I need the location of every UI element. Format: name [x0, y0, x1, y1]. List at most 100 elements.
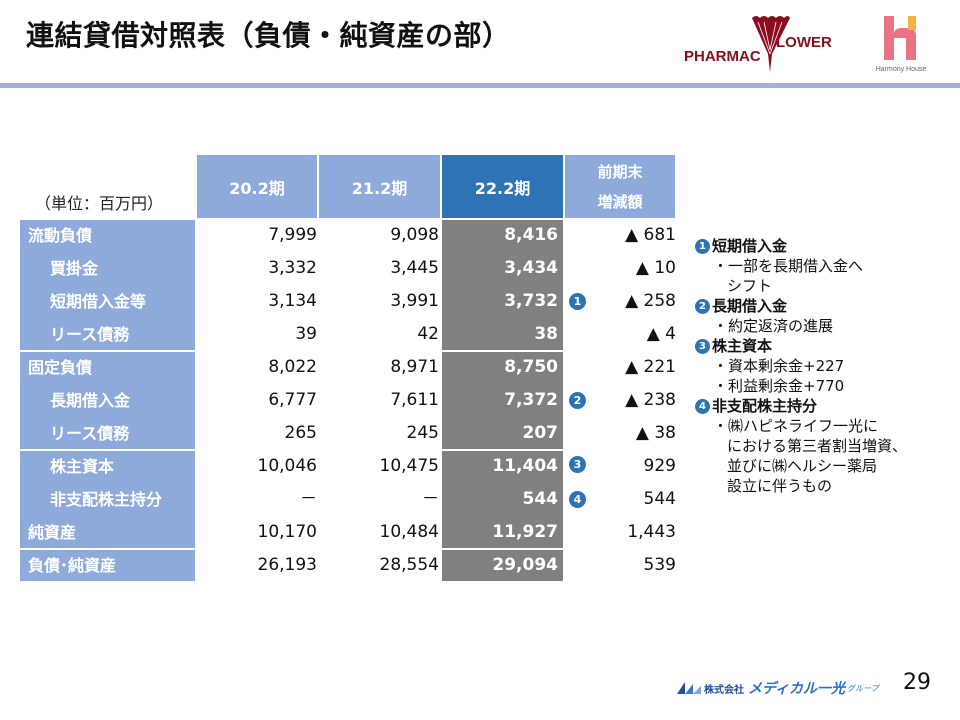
value-21-2: 9,098: [390, 225, 439, 245]
value-22-2: 3,434: [504, 258, 558, 278]
table-row-short-term-borrowings: 短期借入金等 3,134 3,991 3,732 1 ▲ 258: [20, 285, 680, 318]
column-header-change-line1: 前期末: [597, 162, 643, 181]
value-change: ▲ 681: [625, 225, 676, 245]
row-label: 負債･純資産: [28, 556, 117, 575]
value-change: ▲ 4: [646, 324, 676, 344]
label-group-net-assets: [20, 451, 195, 548]
company-prefix: 株式会社: [704, 684, 744, 696]
note-item: における第三者割当増資、: [727, 437, 908, 455]
company-mark-icon: [677, 682, 701, 694]
label-group-total: [20, 550, 195, 581]
value-change: 544: [643, 489, 676, 509]
footer-company-logo: 株式会社 メディカル一光 グループ: [677, 678, 879, 698]
page-title: 連結貸借対照表（負債・純資産の部）: [26, 19, 511, 52]
row-label: 買掛金: [50, 259, 99, 278]
harmony-h-icon: [884, 16, 916, 60]
table-row-long-term-borrowings: 長期借入金 6,777 7,611 7,372 2 ▲ 238: [20, 384, 680, 417]
note-badge-2-icon: 2: [569, 392, 586, 409]
value-21-2: 10,484: [379, 522, 439, 542]
flower-icon: [752, 16, 790, 72]
note-heading-text: 長期借入金: [712, 297, 788, 315]
value-21-2: 42: [417, 324, 439, 344]
highlight-group-current-liabilities: [442, 220, 563, 350]
note-heading-1: 1 短期借入金: [695, 236, 955, 256]
value-change: ▲ 10: [635, 258, 676, 278]
row-label: 純資産: [28, 523, 77, 542]
note-item: ・㈱ハピネライフ一光に: [713, 417, 879, 435]
row-label: 短期借入金等: [50, 292, 147, 311]
value-change: ▲ 38: [635, 423, 676, 443]
value-22-2: 544: [522, 489, 559, 509]
table-row-fixed-liabilities: 固定負債 8,022 8,971 8,750 ▲ 221: [20, 351, 680, 384]
value-22-2: 8,416: [504, 225, 558, 245]
table-row-shareholders-equity: 株主資本 10,046 10,475 11,404 3 929: [20, 450, 680, 483]
row-label: 固定負債: [28, 358, 93, 377]
highlight-group-total: [442, 550, 563, 581]
note-badge-4-icon: 4: [695, 398, 710, 414]
value-20-2: 265: [284, 423, 317, 443]
note-item: 設立に伴うもの: [727, 477, 833, 495]
value-22-2: 3,732: [504, 291, 558, 311]
note-heading-text: 株主資本: [712, 337, 773, 355]
column-header-22-2: 22.2期: [442, 155, 563, 218]
value-21-2: －: [422, 489, 439, 509]
note-badge-3-icon: 3: [695, 338, 710, 354]
value-change: ▲ 258: [625, 291, 676, 311]
value-21-2: 7,611: [390, 390, 439, 410]
harmony-house-text: Harmony House: [875, 66, 927, 73]
pharmac-text: PHARMAC: [684, 48, 761, 65]
value-change: 929: [643, 456, 676, 476]
value-22-2: 8,750: [504, 357, 558, 377]
table-row-non-controlling-interests: 非支配株主持分 － － 544 4 544: [20, 483, 680, 516]
group-suffix: グループ: [847, 683, 879, 693]
note-badge-1-icon: 1: [569, 293, 586, 310]
value-20-2: 10,170: [257, 522, 317, 542]
header-divider: [0, 83, 960, 88]
note-heading-4: 4 非支配株主持分: [695, 396, 955, 416]
note-item: ・一部を長期借入金へ: [713, 257, 864, 275]
harmony-house-logo: Harmony House: [868, 14, 948, 76]
company-name: メディカル一光: [748, 681, 846, 697]
column-header-20-2: 20.2期: [197, 155, 317, 218]
note-item: ・約定返済の進展: [713, 317, 834, 335]
row-label: 流動負債: [28, 226, 93, 245]
note-heading-2: 2 長期借入金: [695, 296, 955, 316]
highlight-group-net-assets: [442, 451, 563, 548]
value-20-2: 10,046: [257, 456, 317, 476]
value-22-2: 29,094: [492, 555, 558, 575]
label-group-current-liabilities: [20, 220, 195, 350]
row-label: リース債務: [50, 424, 130, 443]
value-22-2: 207: [522, 423, 559, 443]
value-21-2: 28,554: [379, 555, 439, 575]
note-heading-text: 短期借入金: [712, 237, 788, 255]
value-22-2: 7,372: [504, 390, 558, 410]
value-20-2: 3,134: [268, 291, 317, 311]
page-number: 29: [903, 670, 931, 695]
value-20-2: 26,193: [257, 555, 317, 575]
column-header-21-2: 21.2期: [319, 155, 440, 218]
value-21-2: 8,971: [390, 357, 439, 377]
label-group-fixed-liabilities: [20, 352, 195, 449]
table-row-accounts-payable: 買掛金 3,332 3,445 3,434 ▲ 10: [20, 252, 680, 285]
table-row-total-liabilities-net-assets: 負債･純資産 26,193 28,554 29,094 539: [20, 549, 680, 582]
value-20-2: 39: [295, 324, 317, 344]
row-label: 非支配株主持分: [50, 490, 163, 509]
note-item: ・資本剰余金+227: [713, 357, 845, 375]
value-22-2: 38: [534, 324, 558, 344]
column-header-change: 前期末 増減額: [565, 155, 675, 218]
value-22-2: 11,404: [492, 456, 558, 476]
value-20-2: 6,777: [268, 390, 317, 410]
highlight-group-fixed-liabilities: [442, 352, 563, 449]
table-row-lease-obligations-fixed: リース債務 265 245 207 ▲ 38: [20, 417, 680, 450]
note-badge-1-icon: 1: [695, 238, 710, 254]
table-row-current-liabilities: 流動負債 7,999 9,098 8,416 ▲ 681: [20, 219, 680, 252]
value-21-2: 3,445: [390, 258, 439, 278]
value-21-2: 245: [406, 423, 439, 443]
note-item: 並びに㈱ヘルシー薬局: [727, 457, 878, 475]
note-item: シフト: [727, 277, 773, 295]
note-badge-4-icon: 4: [569, 491, 586, 508]
note-heading-text: 非支配株主持分: [712, 397, 818, 415]
value-21-2: 10,475: [379, 456, 439, 476]
value-change: 539: [643, 555, 676, 575]
table-row-lease-obligations-current: リース債務 39 42 38 ▲ 4: [20, 318, 680, 351]
